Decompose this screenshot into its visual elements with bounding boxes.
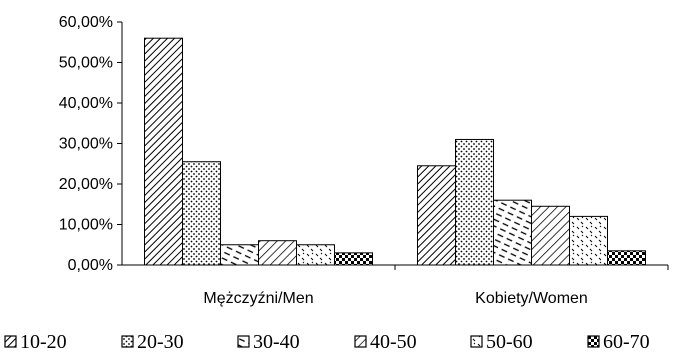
x-category-label: Mężczyźni/Men <box>203 290 313 307</box>
legend-swatch <box>354 335 367 348</box>
bar-30-40 <box>493 199 532 266</box>
legend-swatch <box>121 335 134 348</box>
x-categories-group: Mężczyźni/Men Kobiety/Women <box>203 265 669 307</box>
legend-label: 40-50 <box>370 331 417 353</box>
y-tick-label: 60,00% <box>59 14 113 31</box>
y-tick-label: 10,00% <box>59 217 113 234</box>
legend-swatch <box>237 335 250 348</box>
x-category-label: Kobiety/Women <box>475 290 588 307</box>
legend-label: 30-40 <box>253 331 300 353</box>
legend-swatch <box>470 335 483 348</box>
bar-60-70 <box>334 252 373 266</box>
legend-swatch <box>4 335 17 348</box>
bars-group <box>144 37 646 266</box>
legend-label: 10-20 <box>20 331 67 353</box>
bar-40-50 <box>531 205 570 266</box>
bar-60-70 <box>607 250 646 266</box>
bar-30-40 <box>220 244 259 266</box>
legend-swatch <box>587 335 600 348</box>
legend-label: 60-70 <box>603 331 650 353</box>
bar-20-30 <box>182 161 221 266</box>
y-tick-label: 0,00% <box>68 257 113 274</box>
y-tick-label: 30,00% <box>59 136 113 153</box>
bar-50-60 <box>296 244 335 266</box>
y-tick-label: 20,00% <box>59 176 113 193</box>
bar-10-20 <box>417 165 456 266</box>
legend-label: 20-30 <box>137 331 184 353</box>
legend: 10-20 20-30 30-40 40-50 50-60 60-70 <box>4 331 650 353</box>
bar-40-50 <box>258 240 297 266</box>
bar-10-20 <box>144 37 183 266</box>
bar-50-60 <box>569 215 608 266</box>
y-ticks-group: 0,00% 10,00% 20,00% 30,00% 40,00% 50,00% 60,00… <box>59 14 122 274</box>
y-tick-label: 40,00% <box>59 95 113 112</box>
bar-20-30 <box>455 138 494 266</box>
y-tick-label: 50,00% <box>59 55 113 72</box>
legend-label: 50-60 <box>486 331 533 353</box>
